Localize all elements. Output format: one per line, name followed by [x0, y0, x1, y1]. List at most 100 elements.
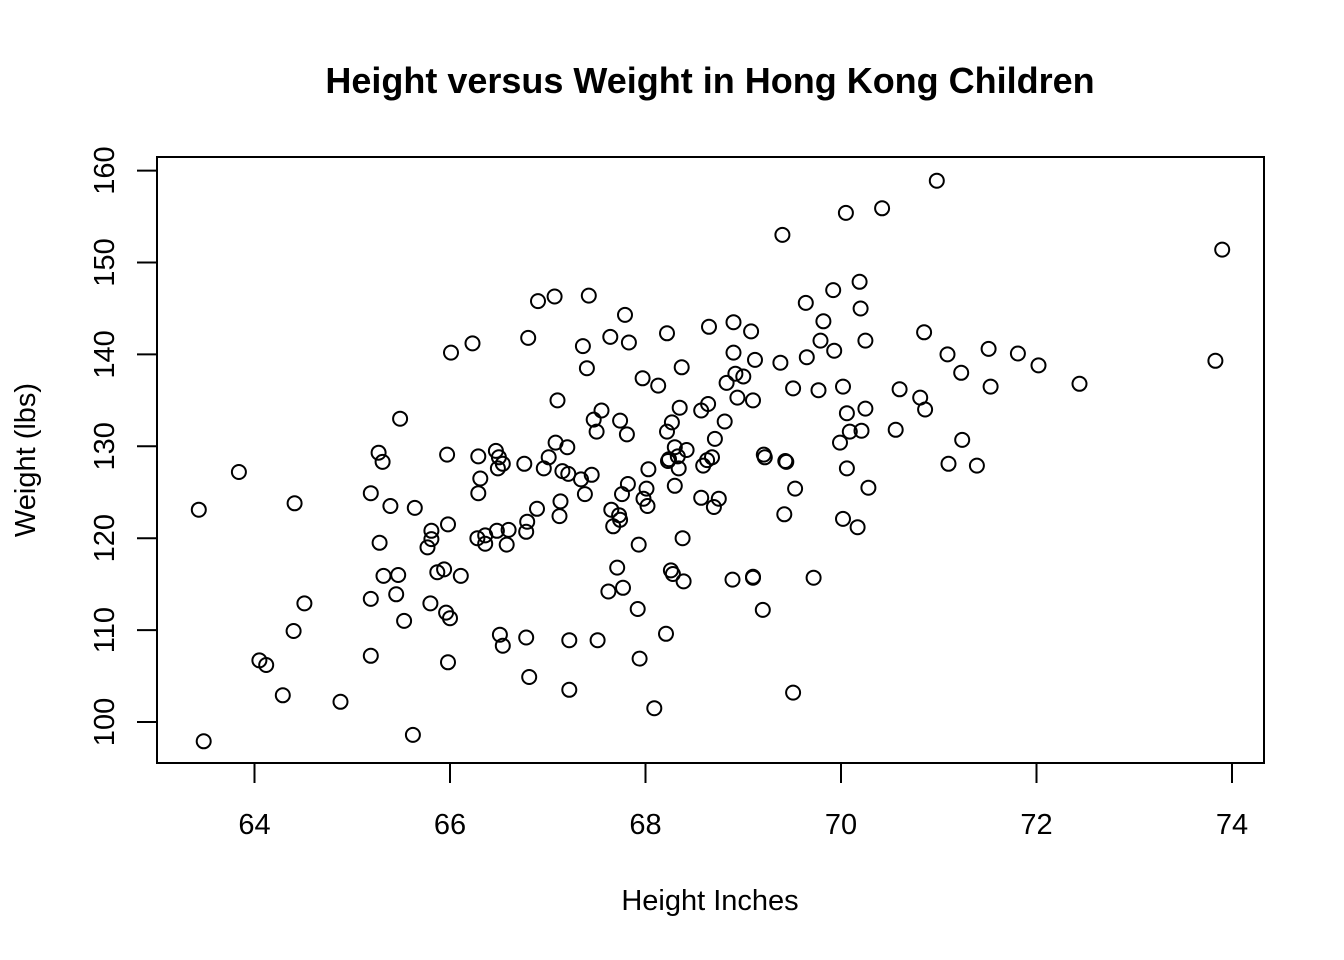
data-point — [371, 534, 388, 551]
data-point — [561, 681, 578, 698]
data-point — [1214, 241, 1231, 258]
data-point — [776, 506, 793, 523]
data-point — [593, 402, 610, 419]
data-point — [375, 567, 392, 584]
data-point — [835, 378, 851, 395]
y-tick-label: 150 — [89, 238, 121, 286]
data-point — [362, 485, 379, 502]
y-tick-label: 100 — [89, 698, 121, 746]
data-point — [574, 338, 591, 355]
data-point — [440, 516, 456, 533]
data-point — [674, 530, 691, 547]
data-point — [980, 340, 997, 357]
data-point — [743, 323, 760, 340]
data-point — [561, 632, 578, 649]
data-point — [578, 360, 595, 377]
y-tick-label: 110 — [89, 607, 121, 653]
data-point — [838, 405, 855, 422]
data-point — [700, 396, 717, 412]
y-axis-label: Weight (lbs) — [10, 383, 42, 537]
data-point — [670, 460, 687, 477]
y-tick-label: 160 — [89, 146, 121, 194]
data-point — [812, 332, 829, 349]
data-point — [778, 453, 795, 470]
data-point — [549, 392, 566, 409]
data-point — [374, 453, 391, 470]
x-tick-label: 68 — [629, 809, 661, 841]
data-point — [494, 455, 511, 472]
data-point — [491, 626, 508, 643]
data-point — [296, 595, 313, 612]
data-point — [470, 448, 487, 465]
data-point — [195, 733, 212, 750]
data-point — [392, 410, 409, 427]
data-point — [772, 354, 789, 371]
data-point — [406, 499, 423, 516]
data-point — [815, 313, 832, 330]
data-point — [675, 573, 692, 590]
data-point — [891, 381, 908, 398]
data-point — [619, 476, 636, 492]
data-point — [825, 282, 842, 299]
data-point — [190, 501, 207, 518]
data-point — [838, 460, 855, 477]
data-point — [516, 455, 533, 472]
x-tick-label: 72 — [1020, 809, 1052, 841]
data-point — [617, 306, 633, 323]
data-point — [580, 287, 597, 304]
data-point — [756, 449, 773, 466]
data-point — [705, 499, 722, 515]
x-tick-label: 64 — [238, 809, 270, 841]
data-point — [530, 293, 546, 310]
data-point — [639, 498, 656, 514]
data-point — [774, 226, 791, 243]
data-point — [835, 510, 851, 527]
data-point — [362, 590, 379, 607]
data-point — [258, 657, 275, 673]
y-axis: 100 110 120 130 140 150 160 — [89, 146, 157, 746]
data-point — [874, 200, 891, 217]
data-point — [716, 413, 733, 430]
data-point — [693, 489, 710, 506]
x-tick-label: 70 — [825, 809, 857, 841]
data-point — [797, 294, 814, 311]
x-axis-label: Height Inches — [621, 885, 798, 917]
data-point — [928, 172, 945, 189]
data-point — [754, 601, 771, 618]
data-point — [917, 401, 934, 418]
data-point — [612, 412, 629, 429]
data-point — [640, 461, 657, 478]
data-point — [785, 380, 802, 397]
data-point — [673, 359, 690, 376]
data-point — [857, 332, 874, 349]
data-point — [658, 625, 674, 642]
data-point — [362, 647, 379, 664]
x-tick-label: 74 — [1216, 809, 1248, 841]
data-point — [618, 426, 635, 443]
data-point — [470, 485, 487, 502]
data-point — [609, 559, 626, 576]
data-point — [419, 539, 436, 556]
data-point — [745, 568, 761, 585]
data-point — [837, 204, 854, 221]
data-point — [725, 344, 742, 361]
chart-title: Height versus Weight in Hong Kong Childr… — [325, 60, 1094, 101]
data-point — [630, 536, 647, 553]
data-point — [701, 318, 717, 335]
data-point — [588, 423, 605, 440]
data-point — [489, 460, 506, 477]
data-point — [663, 414, 680, 431]
data-point — [659, 325, 675, 342]
data-point — [520, 329, 537, 346]
y-tick-label: 140 — [89, 330, 121, 378]
data-point — [518, 629, 535, 646]
data-point — [286, 495, 303, 512]
data-point — [546, 288, 563, 305]
data-point — [612, 511, 629, 528]
data-point — [729, 389, 746, 406]
data-point — [747, 351, 763, 368]
data-point — [810, 382, 827, 399]
data-point — [841, 423, 858, 440]
data-point — [518, 523, 535, 540]
data-point — [1207, 352, 1224, 369]
